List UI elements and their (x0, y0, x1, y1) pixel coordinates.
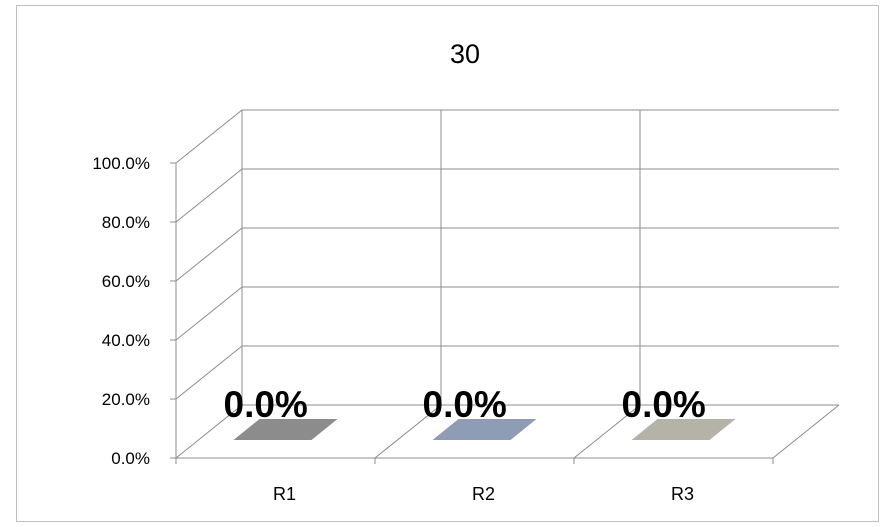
data-label: 0.0% (423, 384, 507, 425)
floor-right-edge (772, 404, 840, 459)
floor-diagonal (573, 404, 641, 459)
side-gridline (175, 286, 243, 341)
chart-border (16, 5, 879, 522)
bar-R1 (233, 419, 338, 440)
side-gridline (175, 109, 243, 164)
y-tick-label: 80.0% (102, 213, 150, 232)
bar-layer (233, 419, 736, 440)
grid-layer (170, 109, 840, 464)
bar-R3 (631, 419, 736, 440)
data-label: 0.0% (224, 384, 308, 425)
chart-title: 30 (450, 39, 480, 69)
side-gridline (175, 345, 243, 400)
x-tick-label: R3 (671, 484, 694, 504)
y-tick-label: 20.0% (102, 390, 150, 409)
y-tick-label: 40.0% (102, 331, 150, 350)
side-gridline (175, 168, 243, 223)
x-tick-label: R1 (273, 484, 296, 504)
label-layer: 0.0% 20.0% 40.0% 60.0% 80.0% 100.0% R1 0.0% R2 0.… (92, 154, 706, 504)
bar-R2 (432, 419, 537, 440)
y-tick-label: 0.0% (111, 449, 150, 468)
x-tick-label: R2 (472, 484, 495, 504)
y-tick-label: 60.0% (102, 272, 150, 291)
data-label: 0.0% (622, 384, 706, 425)
side-gridline (175, 404, 243, 459)
y-tick-label: 100.0% (92, 154, 150, 173)
side-gridline (175, 227, 243, 282)
floor-diagonal (374, 404, 442, 459)
